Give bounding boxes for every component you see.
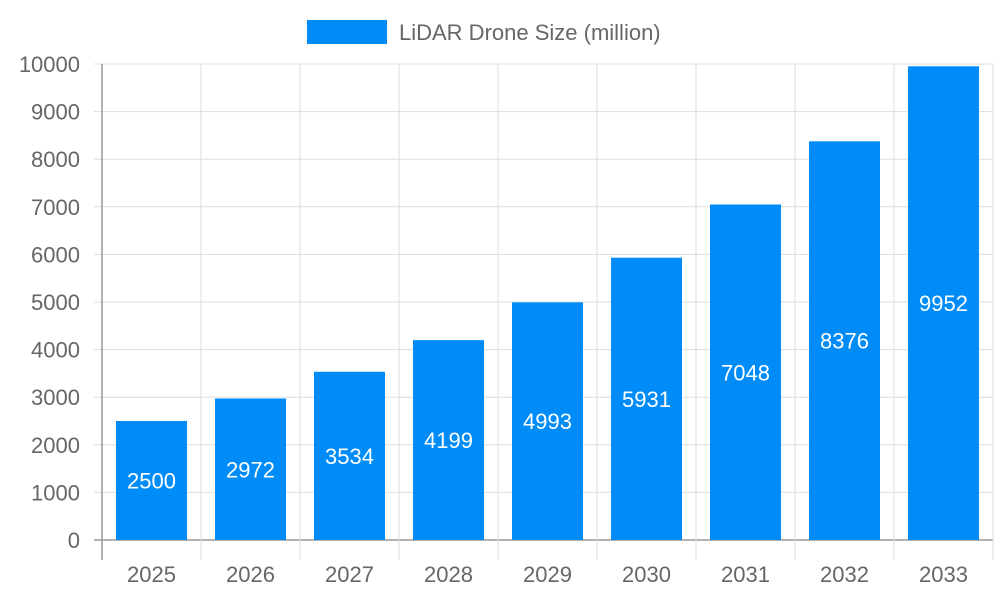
x-tick-label: 2033: [919, 562, 968, 587]
y-tick-label: 8000: [31, 147, 80, 172]
bars: 2500 2972 3534 4199 4993 5931 7048 8376 9952: [116, 66, 979, 541]
y-tick-label: 6000: [31, 242, 80, 267]
legend-swatch: [307, 20, 387, 44]
bar-2033[interactable]: [908, 66, 979, 541]
data-label-2025: 2500: [127, 469, 176, 494]
y-tick-label: 7000: [31, 195, 80, 220]
x-tick-label: 2027: [325, 562, 374, 587]
bar-2030[interactable]: [611, 257, 682, 540]
y-tick-label: 2000: [31, 433, 80, 458]
data-label-2030: 5931: [622, 387, 671, 412]
x-tick-label: 2028: [424, 562, 473, 587]
x-tick-label: 2032: [820, 562, 869, 587]
data-label-2027: 3534: [325, 444, 374, 469]
bar-2025[interactable]: [116, 421, 187, 540]
axes: 0 1000 2000 3000 4000 5000 6000 7000 8000 9000 100…: [19, 52, 968, 587]
legend-label: LiDAR Drone Size (million): [399, 20, 661, 45]
y-tick-label: 5000: [31, 290, 80, 315]
data-label-2031: 7048: [721, 360, 770, 385]
x-tick-label: 2031: [721, 562, 770, 587]
data-label-2032: 8376: [820, 329, 869, 354]
x-tick-label: 2030: [622, 562, 671, 587]
y-tick-label: 3000: [31, 385, 80, 410]
data-label-2028: 4199: [424, 428, 473, 453]
y-tick-label: 9000: [31, 100, 80, 125]
bar-2027[interactable]: [314, 371, 385, 540]
y-tick-label: 10000: [19, 52, 80, 77]
bar-2032[interactable]: [809, 141, 880, 540]
bar-2029[interactable]: [512, 302, 583, 540]
y-tick-label: 1000: [31, 480, 80, 505]
y-tick-label: 4000: [31, 338, 80, 363]
bar-2026[interactable]: [215, 398, 286, 540]
data-label-2026: 2972: [226, 457, 275, 482]
bar-2031[interactable]: [710, 204, 781, 540]
x-tick-label: 2025: [127, 562, 176, 587]
x-tick-label: 2029: [523, 562, 572, 587]
x-tick-label: 2026: [226, 562, 275, 587]
bar-2028[interactable]: [413, 340, 484, 540]
data-label-2029: 4993: [523, 409, 572, 434]
y-tick-label: 0: [68, 528, 80, 553]
data-label-2033: 9952: [919, 291, 968, 316]
legend[interactable]: LiDAR Drone Size (million): [307, 20, 661, 45]
